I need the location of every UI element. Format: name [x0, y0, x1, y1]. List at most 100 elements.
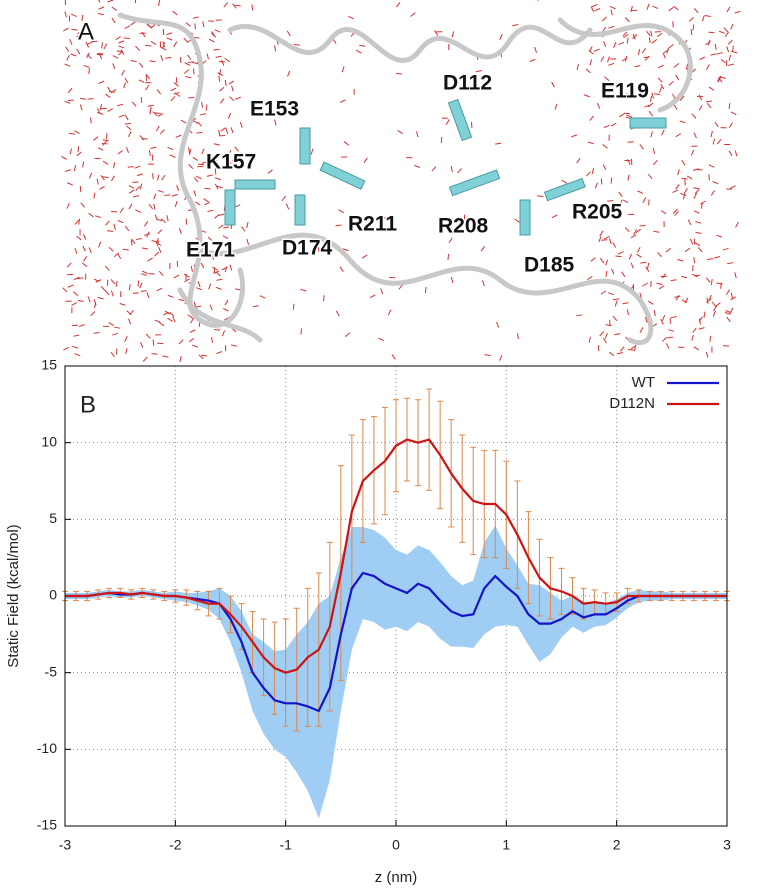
water-molecule	[716, 52, 723, 55]
water-molecule	[119, 303, 126, 306]
water-molecule	[410, 12, 416, 17]
panel-label: A	[78, 18, 94, 45]
water-molecule	[591, 168, 595, 175]
water-molecule	[693, 187, 700, 190]
water-molecule	[63, 27, 69, 32]
water-molecule	[82, 262, 88, 268]
water-molecule	[709, 335, 712, 342]
water-molecule	[76, 33, 82, 38]
water-molecule	[218, 224, 224, 229]
water-molecule	[618, 41, 625, 45]
ribbon	[177, 287, 263, 343]
water-molecule	[672, 208, 678, 214]
water-molecule	[155, 237, 159, 244]
water-molecule	[64, 63, 71, 67]
legend-label: WT	[632, 374, 655, 391]
water-molecule	[588, 336, 591, 343]
water-molecule	[227, 158, 232, 164]
water-molecule	[625, 17, 630, 23]
water-molecule	[170, 87, 177, 92]
water-molecule	[157, 113, 164, 117]
residue-label: E119	[601, 80, 649, 103]
water-molecule	[71, 302, 78, 306]
water-molecule	[207, 209, 214, 212]
water-molecule	[626, 309, 630, 316]
water-molecule	[708, 31, 715, 34]
water-molecule	[661, 129, 665, 136]
water-molecule	[170, 96, 176, 102]
water-molecule	[188, 337, 195, 343]
water-molecule	[140, 96, 143, 103]
ribbon	[197, 232, 654, 345]
water-molecule	[149, 106, 152, 113]
water-molecule	[158, 246, 162, 253]
water-molecule	[561, 179, 568, 184]
y-axis-label: Static Field (kcal/mol)	[5, 524, 22, 667]
water-molecule	[355, 49, 362, 54]
water-molecule	[184, 278, 190, 283]
water-molecule	[610, 177, 613, 184]
water-molecule	[184, 69, 190, 74]
water-molecule	[551, 81, 555, 88]
water-molecule	[83, 64, 90, 68]
water-molecule	[677, 258, 684, 262]
water-molecule	[224, 299, 229, 306]
water-molecule	[108, 246, 114, 252]
side-chains	[224, 98, 667, 236]
water-molecule	[286, 30, 291, 37]
water-molecule	[189, 148, 192, 156]
water-molecule	[614, 300, 618, 307]
water-molecule	[222, 235, 229, 240]
water-molecule	[251, 4, 254, 11]
water-molecule	[707, 258, 714, 260]
x-tick-label: -3	[59, 837, 72, 853]
water-molecule	[714, 121, 719, 128]
water-molecule	[190, 317, 195, 324]
water-molecule	[62, 287, 68, 293]
water-molecule	[637, 190, 644, 194]
water-molecule	[183, 273, 190, 278]
water-molecule	[149, 60, 156, 63]
water-molecule	[138, 62, 144, 68]
water-molecule	[214, 183, 219, 190]
y-tick-label: -10	[37, 740, 57, 756]
water-molecule	[618, 191, 623, 198]
water-molecule	[591, 3, 598, 8]
water-molecule	[668, 329, 675, 332]
water-molecule	[698, 94, 702, 101]
water-molecule	[594, 8, 601, 12]
water-molecule	[174, 201, 178, 208]
water-molecule	[274, 45, 277, 52]
ribbon	[117, 12, 246, 328]
water-molecule	[701, 202, 703, 209]
water-molecule	[674, 210, 679, 216]
water-molecule	[67, 284, 74, 288]
water-molecule	[450, 165, 453, 172]
water-molecule	[342, 248, 349, 252]
water-molecule	[693, 192, 698, 199]
water-molecule	[107, 0, 114, 3]
water-molecule	[642, 282, 648, 287]
water-molecule	[692, 264, 694, 271]
water-molecule	[603, 41, 607, 48]
water-molecule	[108, 322, 115, 326]
water-molecule	[125, 348, 128, 355]
water-molecule	[64, 169, 71, 173]
water-molecule	[128, 131, 132, 137]
water-molecule	[586, 276, 593, 281]
water-molecule	[716, 282, 723, 285]
water-molecule	[79, 104, 83, 111]
water-molecule	[668, 43, 674, 49]
water-molecule	[608, 238, 612, 245]
water-molecule	[225, 127, 229, 134]
water-molecule	[148, 150, 151, 157]
water-molecule	[128, 189, 135, 194]
water-molecule	[159, 129, 165, 135]
water-molecule	[706, 277, 711, 283]
residue-label: E171	[186, 239, 235, 262]
water-molecule	[610, 210, 616, 215]
water-molecule	[231, 85, 234, 92]
water-molecule	[608, 62, 615, 66]
water-molecule	[632, 34, 638, 39]
x-tick-label: -2	[169, 837, 182, 853]
